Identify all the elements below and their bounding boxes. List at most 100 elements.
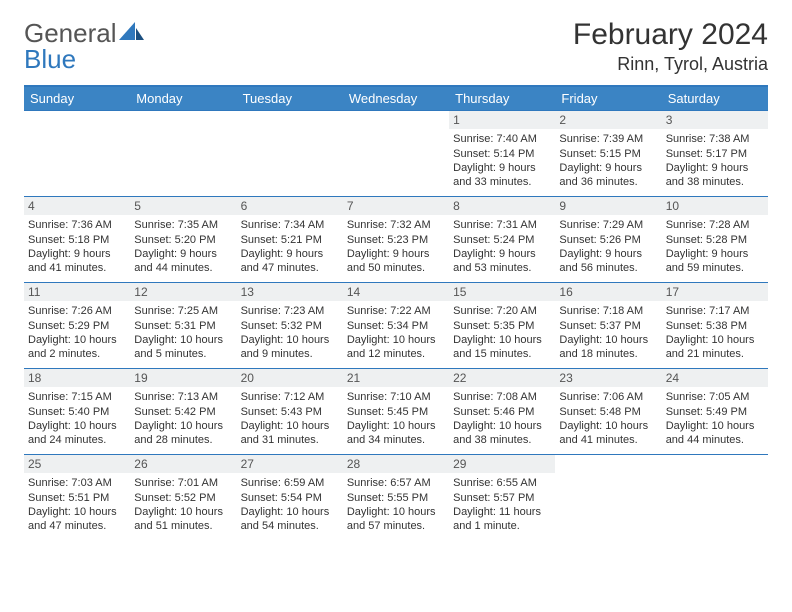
day-body: Sunrise: 7:35 AMSunset: 5:20 PMDaylight:…: [130, 215, 236, 279]
day-body: Sunrise: 7:20 AMSunset: 5:35 PMDaylight:…: [449, 301, 555, 365]
calendar-cell: 15Sunrise: 7:20 AMSunset: 5:35 PMDayligh…: [449, 283, 555, 369]
day-number: 18: [24, 369, 130, 387]
day-number: [130, 111, 236, 129]
day-number: 21: [343, 369, 449, 387]
day-number: 5: [130, 197, 236, 215]
calendar-cell: 19Sunrise: 7:13 AMSunset: 5:42 PMDayligh…: [130, 369, 236, 455]
calendar-cell: 28Sunrise: 6:57 AMSunset: 5:55 PMDayligh…: [343, 455, 449, 541]
sunset-text: Sunset: 5:31 PM: [134, 319, 232, 333]
daylight-text: Daylight: 10 hours and 51 minutes.: [134, 505, 232, 534]
sunrise-text: Sunrise: 7:05 AM: [666, 390, 764, 404]
calendar-cell: 24Sunrise: 7:05 AMSunset: 5:49 PMDayligh…: [662, 369, 768, 455]
calendar-cell: [130, 111, 236, 197]
day-number: 23: [555, 369, 661, 387]
sunset-text: Sunset: 5:51 PM: [28, 491, 126, 505]
sunrise-text: Sunrise: 7:12 AM: [241, 390, 339, 404]
sunset-text: Sunset: 5:18 PM: [28, 233, 126, 247]
daylight-text: Daylight: 10 hours and 12 minutes.: [347, 333, 445, 362]
day-number: [662, 455, 768, 473]
calendar-cell: 7Sunrise: 7:32 AMSunset: 5:23 PMDaylight…: [343, 197, 449, 283]
day-number: 8: [449, 197, 555, 215]
day-number: 3: [662, 111, 768, 129]
calendar-cell: 13Sunrise: 7:23 AMSunset: 5:32 PMDayligh…: [237, 283, 343, 369]
day-body: Sunrise: 6:55 AMSunset: 5:57 PMDaylight:…: [449, 473, 555, 537]
calendar-cell: 18Sunrise: 7:15 AMSunset: 5:40 PMDayligh…: [24, 369, 130, 455]
sail-icon: [119, 18, 145, 49]
calendar-cell: 21Sunrise: 7:10 AMSunset: 5:45 PMDayligh…: [343, 369, 449, 455]
calendar-row: 18Sunrise: 7:15 AMSunset: 5:40 PMDayligh…: [24, 369, 768, 455]
day-number: 16: [555, 283, 661, 301]
daylight-text: Daylight: 10 hours and 28 minutes.: [134, 419, 232, 448]
day-number: [24, 111, 130, 129]
daylight-text: Daylight: 9 hours and 44 minutes.: [134, 247, 232, 276]
calendar-cell: 5Sunrise: 7:35 AMSunset: 5:20 PMDaylight…: [130, 197, 236, 283]
sunset-text: Sunset: 5:37 PM: [559, 319, 657, 333]
sunrise-text: Sunrise: 7:35 AM: [134, 218, 232, 232]
sunrise-text: Sunrise: 7:03 AM: [28, 476, 126, 490]
day-body: Sunrise: 7:06 AMSunset: 5:48 PMDaylight:…: [555, 387, 661, 451]
calendar-cell: [237, 111, 343, 197]
sunrise-text: Sunrise: 7:34 AM: [241, 218, 339, 232]
day-body: Sunrise: 7:25 AMSunset: 5:31 PMDaylight:…: [130, 301, 236, 365]
sunrise-text: Sunrise: 7:08 AM: [453, 390, 551, 404]
day-number: 27: [237, 455, 343, 473]
daylight-text: Daylight: 10 hours and 47 minutes.: [28, 505, 126, 534]
day-number: 26: [130, 455, 236, 473]
daylight-text: Daylight: 9 hours and 53 minutes.: [453, 247, 551, 276]
sunset-text: Sunset: 5:32 PM: [241, 319, 339, 333]
day-body: Sunrise: 7:15 AMSunset: 5:40 PMDaylight:…: [24, 387, 130, 451]
day-number: 20: [237, 369, 343, 387]
daylight-text: Daylight: 10 hours and 31 minutes.: [241, 419, 339, 448]
daylight-text: Daylight: 9 hours and 50 minutes.: [347, 247, 445, 276]
day-body: Sunrise: 7:05 AMSunset: 5:49 PMDaylight:…: [662, 387, 768, 451]
daylight-text: Daylight: 9 hours and 36 minutes.: [559, 161, 657, 190]
daylight-text: Daylight: 9 hours and 38 minutes.: [666, 161, 764, 190]
sunset-text: Sunset: 5:14 PM: [453, 147, 551, 161]
sunset-text: Sunset: 5:54 PM: [241, 491, 339, 505]
sunset-text: Sunset: 5:29 PM: [28, 319, 126, 333]
sunset-text: Sunset: 5:43 PM: [241, 405, 339, 419]
calendar-cell: 20Sunrise: 7:12 AMSunset: 5:43 PMDayligh…: [237, 369, 343, 455]
day-number: 29: [449, 455, 555, 473]
day-body: Sunrise: 7:29 AMSunset: 5:26 PMDaylight:…: [555, 215, 661, 279]
calendar-cell: 16Sunrise: 7:18 AMSunset: 5:37 PMDayligh…: [555, 283, 661, 369]
sunset-text: Sunset: 5:49 PM: [666, 405, 764, 419]
day-number: 6: [237, 197, 343, 215]
day-body: Sunrise: 7:17 AMSunset: 5:38 PMDaylight:…: [662, 301, 768, 365]
day-number: 9: [555, 197, 661, 215]
sunrise-text: Sunrise: 6:59 AM: [241, 476, 339, 490]
day-body: Sunrise: 7:03 AMSunset: 5:51 PMDaylight:…: [24, 473, 130, 537]
day-body: Sunrise: 7:13 AMSunset: 5:42 PMDaylight:…: [130, 387, 236, 451]
calendar-cell: [343, 111, 449, 197]
day-number: 11: [24, 283, 130, 301]
daylight-text: Daylight: 10 hours and 54 minutes.: [241, 505, 339, 534]
day-number: 7: [343, 197, 449, 215]
sunset-text: Sunset: 5:21 PM: [241, 233, 339, 247]
calendar-row: 25Sunrise: 7:03 AMSunset: 5:51 PMDayligh…: [24, 455, 768, 541]
weekday-header: Friday: [555, 86, 661, 111]
day-number: 1: [449, 111, 555, 129]
daylight-text: Daylight: 9 hours and 47 minutes.: [241, 247, 339, 276]
sunrise-text: Sunrise: 6:55 AM: [453, 476, 551, 490]
sunrise-text: Sunrise: 7:22 AM: [347, 304, 445, 318]
day-body: Sunrise: 6:59 AMSunset: 5:54 PMDaylight:…: [237, 473, 343, 537]
day-body: Sunrise: 7:23 AMSunset: 5:32 PMDaylight:…: [237, 301, 343, 365]
day-body: Sunrise: 7:31 AMSunset: 5:24 PMDaylight:…: [449, 215, 555, 279]
sunset-text: Sunset: 5:35 PM: [453, 319, 551, 333]
sunrise-text: Sunrise: 7:23 AM: [241, 304, 339, 318]
day-number: 28: [343, 455, 449, 473]
calendar-cell: 1Sunrise: 7:40 AMSunset: 5:14 PMDaylight…: [449, 111, 555, 197]
sunrise-text: Sunrise: 7:36 AM: [28, 218, 126, 232]
day-number: [555, 455, 661, 473]
sunrise-text: Sunrise: 7:38 AM: [666, 132, 764, 146]
day-number: 17: [662, 283, 768, 301]
calendar-cell: 27Sunrise: 6:59 AMSunset: 5:54 PMDayligh…: [237, 455, 343, 541]
calendar-cell: [662, 455, 768, 541]
day-body: Sunrise: 7:12 AMSunset: 5:43 PMDaylight:…: [237, 387, 343, 451]
month-title: February 2024: [573, 18, 768, 52]
calendar-cell: 29Sunrise: 6:55 AMSunset: 5:57 PMDayligh…: [449, 455, 555, 541]
sunset-text: Sunset: 5:38 PM: [666, 319, 764, 333]
sunrise-text: Sunrise: 7:25 AM: [134, 304, 232, 318]
daylight-text: Daylight: 10 hours and 18 minutes.: [559, 333, 657, 362]
daylight-text: Daylight: 11 hours and 1 minute.: [453, 505, 551, 534]
